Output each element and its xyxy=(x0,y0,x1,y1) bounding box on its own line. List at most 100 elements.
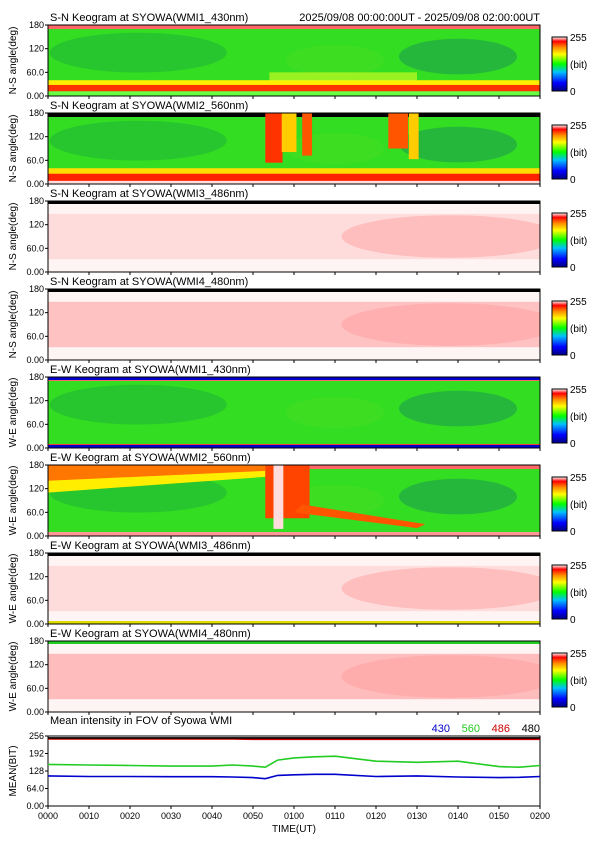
series-line-430 xyxy=(47,773,541,780)
colorbar-max-label: 255 xyxy=(570,385,587,396)
y-tick-label: 60.0 xyxy=(26,419,44,429)
heatmap-patch xyxy=(398,126,518,163)
x-tick-label: 0150 xyxy=(489,811,509,821)
colorbar-min-label: 0 xyxy=(570,175,576,186)
y-tick-label: 120 xyxy=(29,484,44,494)
y-tick-label: 60.0 xyxy=(26,331,44,341)
heatmap-edge xyxy=(48,611,540,624)
keogram-panel: S-N Keogram at SYOWA(WMI2_560nm) 0.00 60.0… xyxy=(8,100,587,189)
heatmap-patch xyxy=(49,32,227,73)
y-tick-label: 60.0 xyxy=(26,243,44,253)
aurora-band xyxy=(48,91,540,96)
aurora-band xyxy=(294,504,426,529)
y-tick-label: 60.0 xyxy=(26,155,44,165)
aurora-burst xyxy=(281,113,297,153)
colorbar-unit-label: (bit) xyxy=(570,412,587,423)
y-tick-label: 60.0 xyxy=(26,595,44,605)
aurora-burst xyxy=(408,113,419,160)
colorbar xyxy=(551,476,568,532)
heatmap-bottom-strip xyxy=(48,445,540,448)
heatmap-patch xyxy=(285,132,385,165)
y-tick-label: 180 xyxy=(29,460,44,470)
x-tick-label: 0010 xyxy=(79,811,99,821)
y-tick-label: 192 xyxy=(29,749,44,759)
y-axis-label: N-S angle(deg) xyxy=(8,291,19,359)
heatmap-top-strip xyxy=(48,25,540,29)
colorbar-min-label: 0 xyxy=(570,703,576,714)
y-tick-label: 0.00 xyxy=(26,267,44,277)
y-tick-label: 0.00 xyxy=(26,531,44,541)
panel-title: E-W Keogram at SYOWA(WMI2_560nm) xyxy=(50,452,251,464)
heatmap-bottom-strip xyxy=(48,532,540,536)
panel-title: S-N Keogram at SYOWA(WMI3_486nm) xyxy=(50,188,248,200)
y-tick-label: 60.0 xyxy=(26,507,44,517)
panel-title: S-N Keogram at SYOWA(WMI4_480nm) xyxy=(50,276,248,288)
colorbar-min-label: 0 xyxy=(570,351,576,362)
colorbar xyxy=(551,388,568,444)
colorbar-unit-label: (bit) xyxy=(570,236,587,247)
heatmap-top-strip xyxy=(48,377,540,380)
keogram-panel: S-N Keogram at SYOWA(WMI4_480nm) 0.00 60.0… xyxy=(8,276,587,365)
aurora-burst xyxy=(302,113,313,156)
panel-title: S-N Keogram at SYOWA(WMI2_560nm) xyxy=(50,100,248,112)
heatmap-edge xyxy=(48,259,540,272)
heatmap-edge xyxy=(48,289,540,302)
y-tick-label: 120 xyxy=(29,396,44,406)
panel-title: E-W Keogram at SYOWA(WMI1_430nm) xyxy=(50,364,251,376)
heatmap-image xyxy=(48,553,540,624)
colorbar xyxy=(551,564,568,620)
heatmap-patch xyxy=(285,396,385,429)
heatmap-top-strip xyxy=(48,289,540,292)
colorbar-unit-label: (bit) xyxy=(570,60,587,71)
x-tick-label: 0130 xyxy=(407,811,427,821)
heatmap-patch xyxy=(398,38,518,75)
colorbar-max-label: 255 xyxy=(570,33,587,44)
y-tick-label: 0.00 xyxy=(26,443,44,453)
keogram-panel: S-N Keogram at SYOWA(WMI3_486nm) 0.00 60.0… xyxy=(8,188,587,277)
aurora-burst xyxy=(388,113,408,149)
y-tick-label: 180 xyxy=(29,20,44,30)
y-axis-label: N-S angle(deg) xyxy=(8,27,19,95)
aurora-band xyxy=(48,173,540,184)
aurora-band xyxy=(48,80,540,88)
heatmap-patch xyxy=(341,567,540,610)
y-tick-label: 60.0 xyxy=(26,67,44,77)
colorbar-unit-label: (bit) xyxy=(570,324,587,335)
colorbar-unit-label: (bit) xyxy=(570,588,587,599)
x-tick-label: 0140 xyxy=(448,811,468,821)
colorbar-max-label: 255 xyxy=(570,473,587,484)
panel-title: Mean intensity in FOV of Syowa WMI xyxy=(50,715,232,727)
heatmap-bottom-strip xyxy=(48,621,540,624)
colorbar xyxy=(551,652,568,708)
heatmap-image xyxy=(48,289,540,360)
y-tick-label: 256 xyxy=(29,731,44,741)
y-tick-label: 60.0 xyxy=(26,683,44,693)
y-tick-label: 0.00 xyxy=(26,91,44,101)
aurora-band xyxy=(48,465,266,481)
heatmap-image xyxy=(48,25,540,96)
y-tick-label: 180 xyxy=(29,284,44,294)
keogram-panel: E-W Keogram at SYOWA(WMI1_430nm) 0.00 60.0… xyxy=(8,364,587,453)
y-tick-label: 180 xyxy=(29,108,44,118)
y-tick-label: 180 xyxy=(29,196,44,206)
heatmap-top-strip xyxy=(48,201,540,204)
heatmap-patch xyxy=(341,215,540,258)
colorbar-min-label: 0 xyxy=(570,439,576,450)
colorbar-min-label: 0 xyxy=(570,263,576,274)
x-axis-label: TIME(UT) xyxy=(272,824,316,835)
y-axis-label: N-S angle(deg) xyxy=(8,115,19,183)
colorbar xyxy=(551,124,568,180)
heatmap-edge xyxy=(48,347,540,360)
y-tick-label: 120 xyxy=(29,572,44,582)
y-tick-label: 120 xyxy=(29,132,44,142)
heatmap-image xyxy=(48,201,540,272)
x-tick-label: 0200 xyxy=(530,811,550,821)
colorbar-max-label: 255 xyxy=(570,561,587,572)
aurora-band xyxy=(48,168,540,177)
panel-title: E-W Keogram at SYOWA(WMI3_486nm) xyxy=(50,540,251,552)
colorbar xyxy=(551,300,568,356)
y-axis-label: W-E angle(deg) xyxy=(8,554,19,624)
x-tick-label: 0040 xyxy=(202,811,222,821)
